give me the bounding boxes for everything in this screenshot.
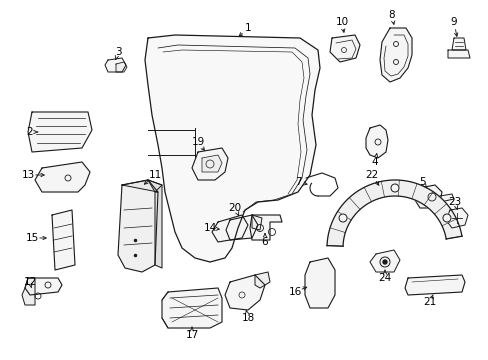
Text: 5: 5: [418, 177, 425, 187]
Circle shape: [338, 214, 346, 222]
Polygon shape: [414, 185, 441, 208]
Circle shape: [382, 260, 386, 264]
Polygon shape: [162, 288, 222, 328]
Text: 11: 11: [148, 170, 162, 180]
Text: 21: 21: [423, 297, 436, 307]
Polygon shape: [447, 50, 469, 58]
Polygon shape: [148, 180, 162, 268]
Text: 17: 17: [185, 330, 198, 340]
Text: 12: 12: [23, 277, 37, 287]
Polygon shape: [251, 215, 262, 230]
Circle shape: [379, 257, 389, 267]
Text: 18: 18: [241, 313, 254, 323]
Text: 20: 20: [228, 203, 241, 213]
Polygon shape: [118, 180, 158, 272]
Polygon shape: [305, 258, 334, 308]
Text: 24: 24: [378, 273, 391, 283]
Polygon shape: [365, 125, 387, 158]
Polygon shape: [326, 180, 461, 246]
Polygon shape: [224, 275, 264, 310]
Polygon shape: [116, 62, 127, 72]
Text: 9: 9: [450, 17, 456, 27]
Text: 4: 4: [371, 157, 378, 167]
Text: 10: 10: [335, 17, 348, 27]
Polygon shape: [52, 210, 75, 270]
Polygon shape: [369, 250, 399, 272]
Polygon shape: [439, 194, 453, 202]
Polygon shape: [404, 275, 464, 295]
Text: 16: 16: [288, 287, 301, 297]
Circle shape: [442, 214, 450, 222]
Text: 8: 8: [388, 10, 394, 20]
Text: 1: 1: [244, 23, 251, 33]
Text: 19: 19: [191, 137, 204, 147]
Text: 3: 3: [115, 47, 121, 57]
Polygon shape: [22, 278, 35, 305]
Polygon shape: [249, 215, 282, 240]
Polygon shape: [225, 215, 258, 240]
Polygon shape: [145, 35, 319, 262]
Polygon shape: [445, 208, 467, 228]
Text: 22: 22: [365, 170, 378, 180]
Text: 6: 6: [261, 237, 268, 247]
Polygon shape: [212, 215, 247, 242]
Polygon shape: [451, 38, 465, 50]
Polygon shape: [192, 148, 227, 180]
Polygon shape: [329, 35, 359, 62]
Polygon shape: [105, 58, 126, 72]
Polygon shape: [25, 278, 62, 295]
Text: 14: 14: [203, 223, 216, 233]
Polygon shape: [122, 180, 162, 192]
Polygon shape: [28, 112, 92, 152]
Polygon shape: [254, 272, 269, 288]
Polygon shape: [202, 155, 222, 172]
Circle shape: [390, 184, 398, 192]
Text: 2: 2: [27, 127, 33, 137]
Text: 13: 13: [21, 170, 35, 180]
Text: 23: 23: [447, 197, 461, 207]
Text: 7: 7: [294, 177, 301, 187]
Text: 15: 15: [25, 233, 39, 243]
Polygon shape: [35, 162, 90, 192]
Polygon shape: [379, 28, 411, 82]
